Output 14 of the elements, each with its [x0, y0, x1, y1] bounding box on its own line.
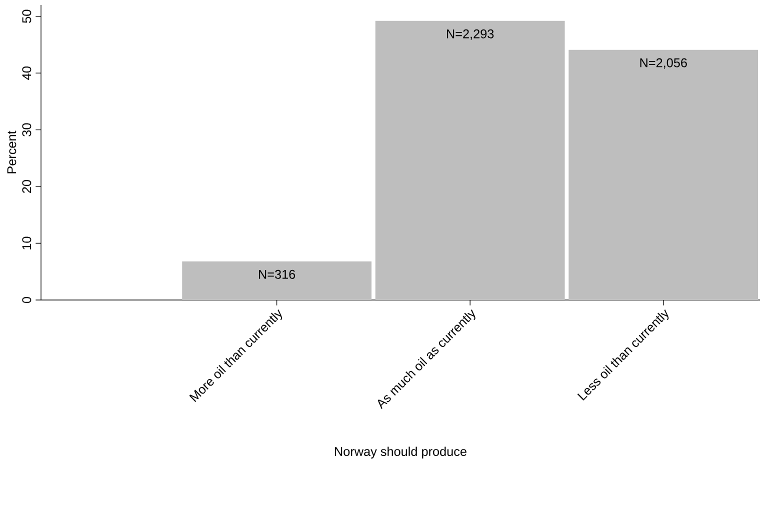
y-tick-label: 20 [22, 180, 32, 193]
bar [182, 261, 372, 300]
annotation: N=2,293 [447, 29, 494, 40]
y-tick-label: 40 [22, 66, 32, 80]
annotation: N=2,056 [640, 58, 687, 69]
y-tick-label: 10 [22, 236, 32, 250]
x-axis-title: Norway should produce [335, 446, 466, 459]
y-tick-label: 30 [22, 123, 32, 136]
y-tick-label: 50 [22, 10, 32, 23]
annotation: N=316 [259, 270, 296, 279]
bar [568, 50, 758, 300]
bar [375, 20, 565, 300]
y-axis-title: Percent [7, 130, 16, 174]
y-tick-label: 0 [22, 296, 32, 304]
